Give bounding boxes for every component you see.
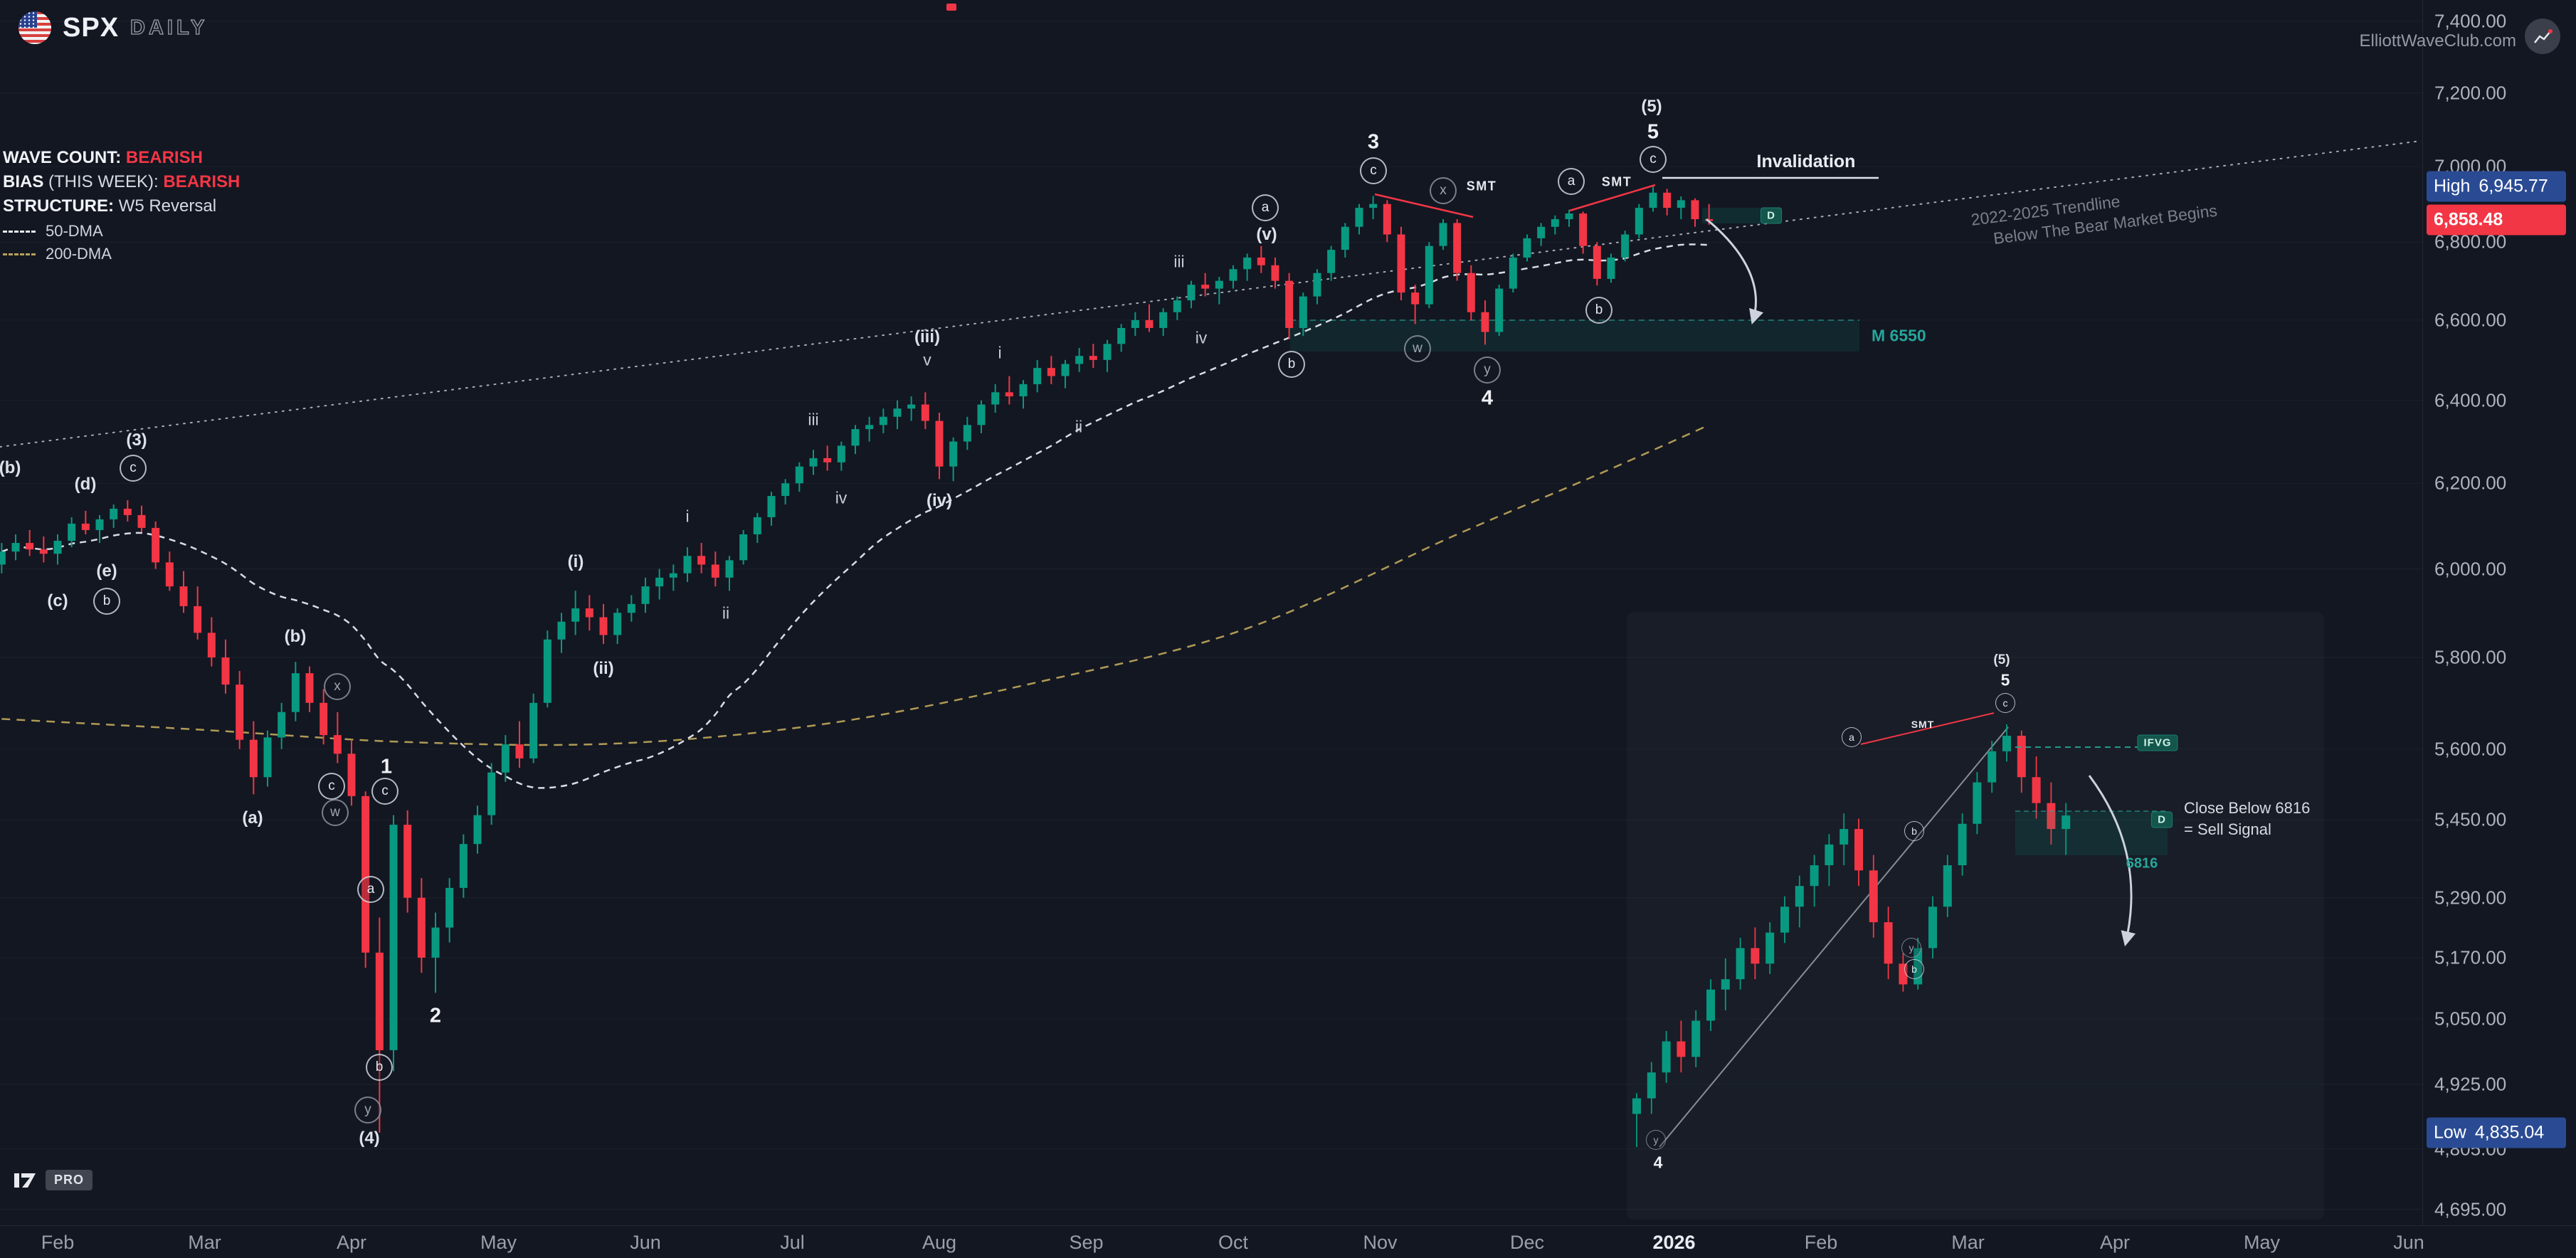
time-axis[interactable]: Feb Mar Apr May Jun Jul Aug Sep Oct Nov Dec 2026 Feb… <box>0 1225 2576 1258</box>
price-tick-label: 7,200.00 <box>2434 82 2507 104</box>
low-badge-label: Low <box>2434 1122 2466 1143</box>
price-tick-label: 6,200.00 <box>2434 472 2507 494</box>
price-tick-label: 5,290.00 <box>2434 887 2507 909</box>
low-price-badge: Low 4,835.04 <box>2427 1117 2566 1148</box>
high-price-badge: High 6,945.77 <box>2427 171 2566 202</box>
price-tick-label: 5,450.00 <box>2434 808 2507 830</box>
candles <box>0 186 1714 1133</box>
price-tick-label: 5,800.00 <box>2434 646 2507 668</box>
invalidation-label: Invalidation <box>1756 152 1856 171</box>
pro-badge[interactable]: PRO <box>46 1170 93 1190</box>
tradingview-logo-icon <box>14 1173 36 1188</box>
time-tick-label: 2026 <box>1652 1232 1696 1253</box>
high-badge-value: 6,945.77 <box>2479 176 2548 196</box>
time-tick-label: Feb <box>41 1232 75 1253</box>
time-tick-label: Dec <box>1509 1232 1545 1253</box>
time-tick-label: Aug <box>922 1232 957 1253</box>
supply-zone-6550 <box>1290 208 1859 352</box>
price-tick-label: 6,000.00 <box>2434 558 2507 580</box>
time-tick-label: Oct <box>1218 1232 1249 1253</box>
legend-item-200dma[interactable]: 200-DMA <box>3 245 112 263</box>
smt-divergence-lines[interactable] <box>1374 184 1656 218</box>
price-tick-label: 6,400.00 <box>2434 389 2507 411</box>
time-tick-label: May <box>480 1232 517 1253</box>
price-axis[interactable]: 7,400.00 7,200.00 7,000.00 6,800.00 6,600.00… <box>2422 0 2576 1225</box>
time-tick-label: Mar <box>1951 1232 1985 1253</box>
trendline-2022-2025[interactable] <box>0 140 2422 448</box>
structure-row: STRUCTURE: W5 Reversal <box>3 196 216 216</box>
spx-flag-logo-icon <box>19 11 51 44</box>
time-tick-label: Apr <box>336 1232 367 1253</box>
ma-50-line[interactable] <box>1 243 1709 789</box>
price-tick-label: 5,600.00 <box>2434 738 2507 760</box>
time-tick-label: Jun <box>630 1232 661 1253</box>
zone-level-label: M 6550 <box>1872 326 1926 345</box>
symbol-title: SPX <box>63 12 120 43</box>
price-tick-label: 6,600.00 <box>2434 309 2507 331</box>
ma-200-line[interactable] <box>1 424 1710 746</box>
structure-value: W5 Reversal <box>118 196 217 216</box>
legend-item-50dma[interactable]: 50-DMA <box>3 222 103 240</box>
bias-row: BIAS (THIS WEEK): BEARISH <box>3 172 240 192</box>
legend-50dma-label: 50-DMA <box>46 222 103 240</box>
alert-marker-icon <box>946 4 956 11</box>
bias-label: BIAS <box>3 172 44 191</box>
time-tick-label: Nov <box>1363 1232 1398 1253</box>
time-tick-label: Feb <box>1804 1232 1838 1253</box>
last-badge-value: 6,858.48 <box>2434 209 2503 230</box>
wave-count-row: WAVE COUNT: BEARISH <box>3 148 203 168</box>
price-tick-label: 4,925.00 <box>2434 1073 2507 1095</box>
price-tick-label: 4,695.00 <box>2434 1198 2507 1220</box>
price-tick-label: 7,400.00 <box>2434 10 2507 32</box>
bias-sublabel: (THIS WEEK): <box>48 172 159 191</box>
legend-200dma-label: 200-DMA <box>46 245 112 263</box>
high-badge-label: High <box>2434 176 2471 196</box>
last-price-badge: 6,858.48 <box>2427 204 2566 236</box>
time-tick-label: Sep <box>1069 1232 1104 1253</box>
time-tick-label: Jul <box>780 1232 805 1253</box>
tradingview-branding[interactable]: PRO <box>13 1170 93 1190</box>
projection-arrow-down[interactable] <box>1706 218 1764 325</box>
time-tick-label: Apr <box>2099 1232 2131 1253</box>
structure-label: STRUCTURE: <box>3 196 114 216</box>
time-tick-label: Mar <box>188 1232 221 1253</box>
time-tick-label: Jun <box>2393 1232 2424 1253</box>
bias-value: BEARISH <box>163 172 241 191</box>
watermark-site-label: ElliottWaveClub.com <box>2359 31 2516 51</box>
chart-header: SPX DAILY <box>19 11 208 44</box>
avatar[interactable] <box>2525 18 2560 54</box>
price-tick-label: 5,170.00 <box>2434 946 2507 968</box>
inset-chart[interactable] <box>1627 612 2324 1220</box>
time-tick-label: May <box>2243 1232 2281 1253</box>
low-badge-value: 4,835.04 <box>2474 1122 2545 1143</box>
ma200-dash-icon <box>3 253 36 255</box>
wave-count-value: BEARISH <box>125 148 203 167</box>
wave-count-label: WAVE COUNT: <box>3 148 122 167</box>
timeframe-label: DAILY <box>130 16 208 39</box>
ma50-dash-icon <box>3 230 36 233</box>
price-tick-label: 5,050.00 <box>2434 1008 2507 1030</box>
chart-squiggle-icon <box>2534 29 2553 43</box>
